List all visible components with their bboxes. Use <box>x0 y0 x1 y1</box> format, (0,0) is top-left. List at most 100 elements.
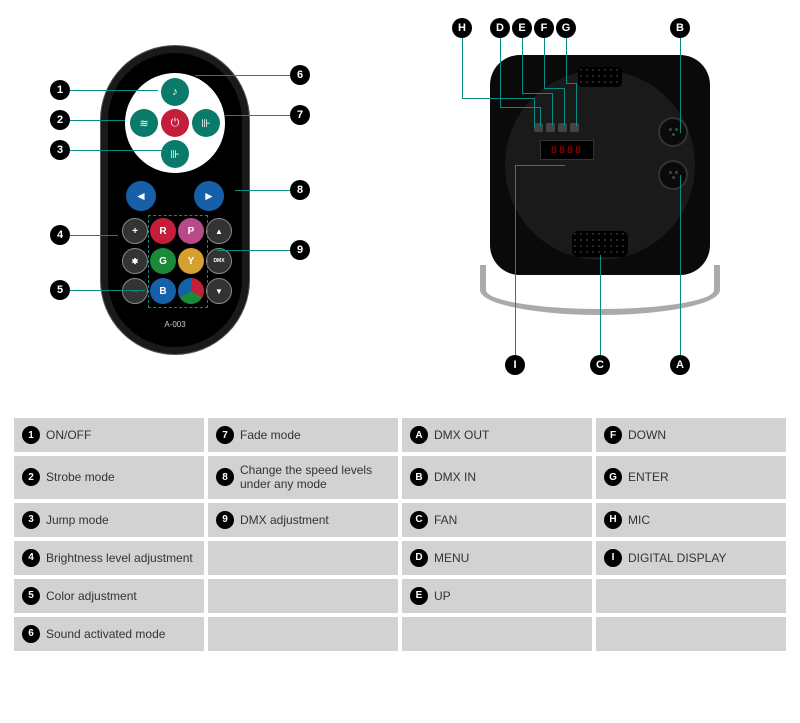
legend-badge: 5 <box>22 587 40 605</box>
legend-cell: 3Jump mode <box>14 503 204 537</box>
legend-label: MENU <box>434 551 469 565</box>
remote-control: ⏻ ♪ ⊪ ≋ ⊪ ◄ ► + ✱ − R G B P Y ▲ DMX ▼ <box>100 45 250 355</box>
legend-cell <box>596 617 786 651</box>
color-b-button: B <box>150 278 176 304</box>
callout-badge-3: 3 <box>50 140 70 160</box>
legend-cell: B DMX IN <box>402 456 592 499</box>
legend-badge: H <box>604 511 622 529</box>
brightness-plus-icon: + <box>122 218 148 244</box>
legend-badge: I <box>604 549 622 567</box>
legend-cell <box>208 579 398 613</box>
sound-mode-icon: ♪ <box>161 78 189 106</box>
color-rgb-button <box>178 278 204 304</box>
dmx-out-connector-icon <box>658 160 688 190</box>
leader-line <box>544 38 545 88</box>
legend-label: DMX adjustment <box>240 513 329 527</box>
legend-label: FAN <box>434 513 457 527</box>
leader-line <box>566 83 576 84</box>
dmx-up-icon: ▲ <box>206 218 232 244</box>
dmx-in-connector-icon <box>658 117 688 147</box>
leader-line <box>515 165 565 166</box>
legend-label: Color adjustment <box>46 589 137 603</box>
legend-cell: 7 Fade mode <box>208 418 398 452</box>
callout-badge-7: 7 <box>290 105 310 125</box>
jump-mode-icon: ⊪ <box>161 140 189 168</box>
legend-badge: G <box>604 468 622 486</box>
legend-badge: A <box>410 426 428 444</box>
callout-badge-6: 6 <box>290 65 310 85</box>
callout-badge-8: 8 <box>290 180 310 200</box>
diagram-area: ⏻ ♪ ⊪ ≋ ⊪ ◄ ► + ✱ − R G B P Y ▲ DMX ▼ <box>0 0 800 400</box>
leader-line <box>195 75 290 76</box>
leader-line <box>70 120 125 121</box>
callout-badge-D: D <box>490 18 510 38</box>
legend-label: Sound activated mode <box>46 627 165 641</box>
legend-label: Strobe mode <box>46 470 115 484</box>
leader-line <box>544 88 564 89</box>
callout-badge-9: 9 <box>290 240 310 260</box>
legend-label: UP <box>434 589 451 603</box>
legend-badge: 6 <box>22 625 40 643</box>
leader-line <box>522 93 552 94</box>
legend-cell <box>208 541 398 575</box>
leader-line <box>515 165 516 355</box>
leader-line <box>522 38 523 93</box>
legend-cell: E UP <box>402 579 592 613</box>
callout-badge-E: E <box>512 18 532 38</box>
legend-cell: G ENTER <box>596 456 786 499</box>
leader-line <box>500 38 501 107</box>
leader-line <box>70 235 118 236</box>
leader-line <box>500 107 540 108</box>
leader-line <box>235 190 290 191</box>
leader-line <box>566 38 567 83</box>
legend-label: ENTER <box>628 470 669 484</box>
legend-cell: 6 Sound activated mode <box>14 617 204 651</box>
legend-table: 1ON/OFF7Fade modeADMX OUTFDOWN2Strobe mo… <box>14 418 786 651</box>
legend-label: Jump mode <box>46 513 109 527</box>
legend-badge: B <box>410 468 428 486</box>
legend-badge: 1 <box>22 426 40 444</box>
legend-cell: FDOWN <box>596 418 786 452</box>
legend-badge: E <box>410 587 428 605</box>
legend-badge: 4 <box>22 549 40 567</box>
leader-line <box>70 150 168 151</box>
callout-badge-C: C <box>590 355 610 375</box>
leader-line <box>564 88 565 126</box>
legend-label: DOWN <box>628 428 666 442</box>
leader-line <box>462 98 534 99</box>
legend-cell: D MENU <box>402 541 592 575</box>
speaker-grille-icon <box>578 67 622 87</box>
strobe-mode-icon: ≋ <box>130 109 158 137</box>
legend-label: Fade mode <box>240 428 301 442</box>
callout-badge-H: H <box>452 18 472 38</box>
legend-label: Change the speed levels under any mode <box>240 463 390 492</box>
remote-top-circle: ⏻ ♪ ⊪ ≋ ⊪ <box>125 73 225 173</box>
legend-cell: 1ON/OFF <box>14 418 204 452</box>
callout-badge-B: B <box>670 18 690 38</box>
dmx-toggle-button: DMX <box>206 248 232 274</box>
leader-line <box>225 115 290 116</box>
callout-badge-F: F <box>534 18 554 38</box>
nav-right-icon: ► <box>194 181 224 211</box>
legend-badge: D <box>410 549 428 567</box>
leader-line <box>600 255 601 355</box>
callout-badge-1: 1 <box>50 80 70 100</box>
leader-line <box>680 175 681 355</box>
callout-badge-I: I <box>505 355 525 375</box>
brightness-minus-icon: − <box>122 278 148 304</box>
legend-label: DMX IN <box>434 470 476 484</box>
legend-badge: C <box>410 511 428 529</box>
callout-badge-A: A <box>670 355 690 375</box>
legend-badge: 2 <box>22 468 40 486</box>
legend-cell <box>208 617 398 651</box>
legend-cell: 5 Color adjustment <box>14 579 204 613</box>
legend-cell: 9DMX adjustment <box>208 503 398 537</box>
legend-label: DIGITAL DISPLAY <box>628 551 726 565</box>
fade-mode-icon: ⊪ <box>192 109 220 137</box>
callout-badge-2: 2 <box>50 110 70 130</box>
leader-line <box>540 107 541 127</box>
legend-badge: 7 <box>216 426 234 444</box>
digital-display: 8888 <box>540 140 594 160</box>
leader-line <box>70 90 158 91</box>
nav-left-icon: ◄ <box>126 181 156 211</box>
